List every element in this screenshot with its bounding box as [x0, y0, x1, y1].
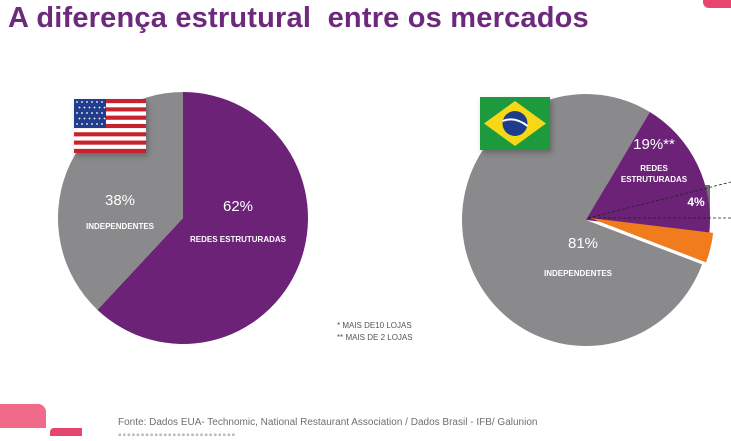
br-other-percent: 4%: [687, 195, 705, 209]
corner-decoration: [703, 0, 731, 8]
footnote-2: ** MAIS DE 2 LOJAS: [337, 333, 413, 342]
usa-redes-percent: 62%: [223, 198, 253, 215]
usa-indep-label: INDEPENDENTES: [86, 222, 155, 231]
br-indep-percent: 81%: [568, 235, 598, 252]
br-redes-label-2: ESTRUTURADAS: [621, 175, 688, 184]
br-redes-label-1: REDES: [640, 164, 668, 173]
pie-slice-other: [590, 218, 714, 263]
pie-slice-redes-estruturadas: [586, 112, 711, 235]
usa-indep-percent: 38%: [105, 192, 135, 209]
pie-slice-independentes: [461, 94, 703, 347]
pie-slice-redes-estruturadas: [97, 92, 308, 344]
footnote-1: * MAIS DE10 LOJAS: [337, 321, 412, 330]
page-title: A diferença estrutural entre os mercados: [8, 2, 589, 34]
corner-decoration: [50, 428, 82, 436]
usa-flag: [74, 99, 146, 153]
brazil-pie: 19%** REDES ESTRUTURADAS 4% 81% INDEPEND…: [461, 94, 731, 347]
usa-redes-label: REDES ESTRUTURADAS: [190, 235, 287, 244]
br-redes-percent: 19%**: [633, 136, 675, 153]
brazil-flag: [480, 97, 550, 150]
br-indep-label: INDEPENDENTES: [544, 269, 613, 278]
source-text: Fonte: Dados EUA- Technomic, National Re…: [118, 417, 538, 428]
footnotes: * MAIS DE10 LOJAS ** MAIS DE 2 LOJAS: [337, 320, 413, 344]
corner-decoration: [0, 404, 46, 428]
